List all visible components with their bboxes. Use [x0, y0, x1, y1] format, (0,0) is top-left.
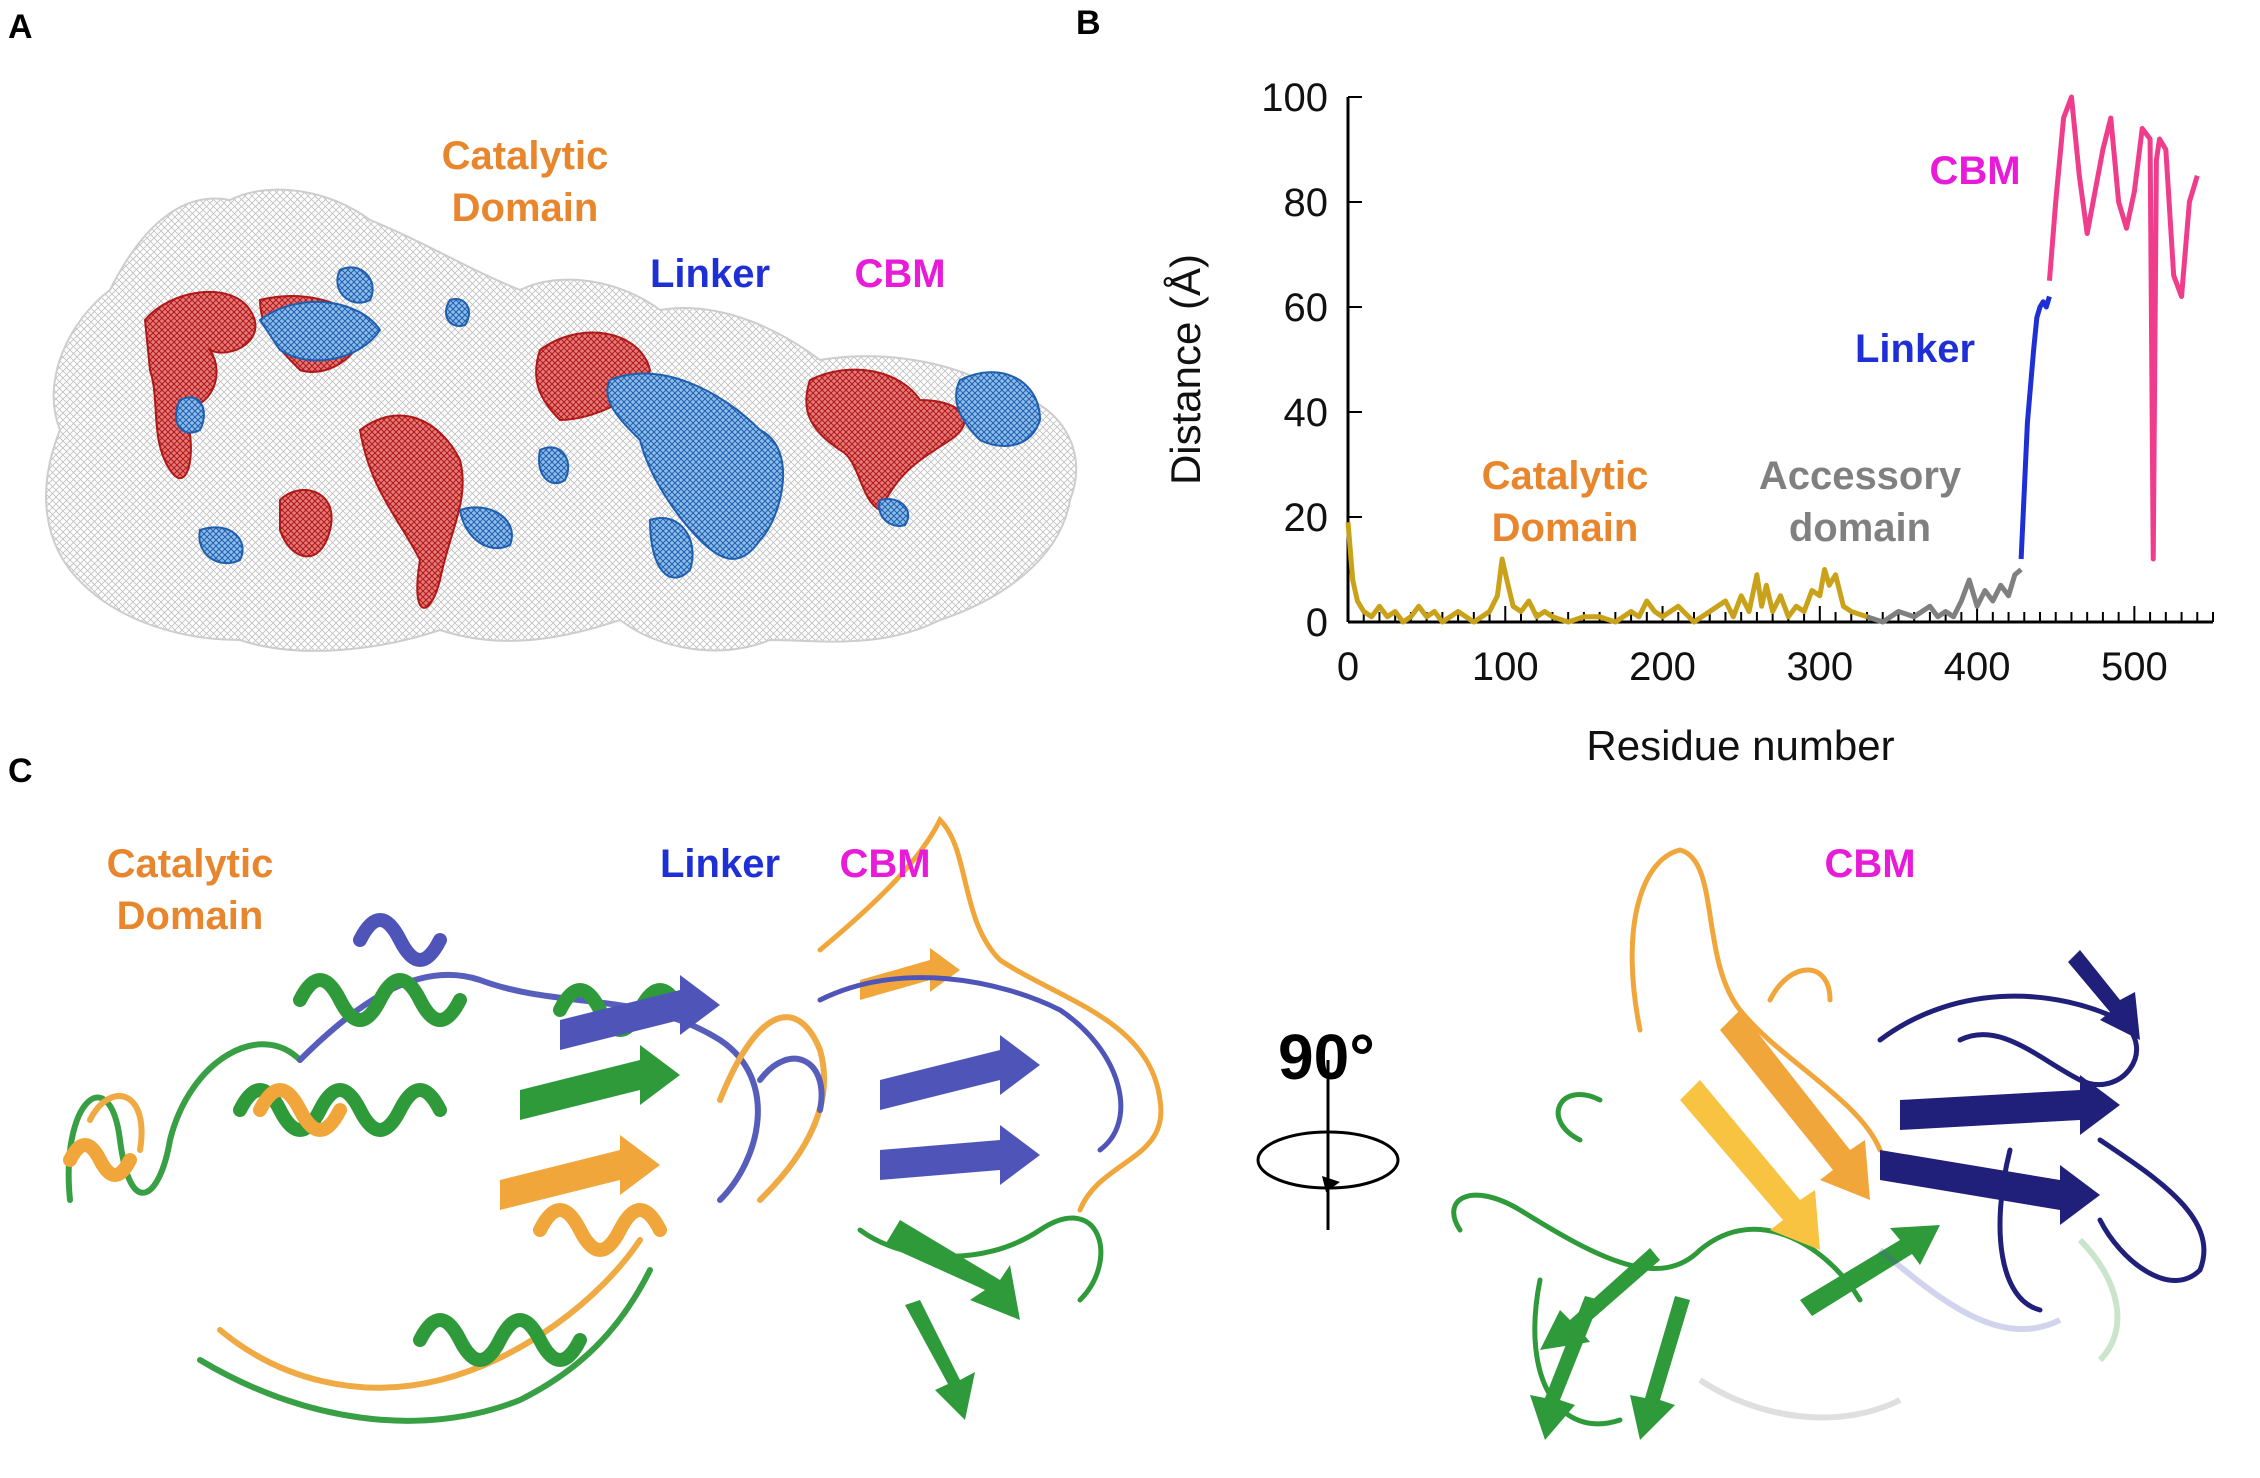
x-axis-label: Residue number	[1586, 722, 1894, 769]
chart-annotation-accessory: Accessory domain	[1750, 450, 1970, 554]
panel-letter-a: A	[8, 8, 33, 46]
series-line-0	[1345, 522, 1868, 625]
beta-strand-arrows	[500, 948, 1040, 1420]
series-line-3	[2046, 94, 2200, 562]
x-tick-label: 500	[2101, 645, 2168, 689]
blue-mesh-regions	[175, 266, 1042, 579]
x-tick-label: 200	[1629, 645, 1696, 689]
rotation-arrow-icon	[1256, 1060, 1400, 1230]
label-c-cbm-right: CBM	[1824, 842, 1916, 886]
y-tick-label: 100	[1261, 76, 1328, 120]
label-c-linker: Linker	[659, 842, 781, 886]
series-line-2	[2018, 295, 2052, 560]
chart-annotation-cbm: CBM	[1929, 149, 2021, 193]
panel-letter-c: C	[8, 752, 33, 790]
chart-annotation-accessory-text: Accessory domain	[1758, 454, 1962, 550]
y-tick-label: 0	[1306, 601, 1328, 645]
label-a-catalytic: Catalytic Domain	[420, 130, 630, 234]
y-tick-label: 80	[1284, 181, 1329, 225]
rotation-label: 90°	[1278, 1021, 1375, 1093]
panel-letter-b: B	[1076, 4, 1101, 42]
x-tick-label: 400	[1944, 645, 2011, 689]
x-tick-label: 100	[1472, 645, 1539, 689]
label-c-cbm-left: CBM	[839, 842, 931, 886]
series-line-1	[1866, 567, 2023, 625]
faded-background-strands	[1698, 1237, 2121, 1421]
label-a-linker: Linker	[649, 252, 771, 296]
y-tick-label: 40	[1284, 391, 1329, 435]
label-a-cbm: CBM	[854, 252, 946, 296]
x-tick-label: 0	[1337, 645, 1359, 689]
chart-annotation-linker: Linker	[1854, 327, 1976, 371]
panel-b-chart: 0 100 200 300 400 500 0 20 40 60 80 100 Residue numb…	[1162, 76, 2214, 769]
y-tick-label: 60	[1284, 286, 1329, 330]
label-a-catalytic-text: Catalytic Domain	[441, 134, 609, 230]
y-tick-label: 20	[1284, 496, 1329, 540]
chart-annotation-catalytic: Catalytic Domain	[1455, 450, 1675, 554]
y-axis-label: Distance (Å)	[1162, 254, 1209, 485]
x-tick-label: 300	[1786, 645, 1853, 689]
chart-annotation-catalytic-text: Catalytic Domain	[1481, 454, 1649, 550]
label-c-catalytic: Catalytic Domain	[80, 838, 300, 942]
panel-a-structure-illustration	[45, 188, 1078, 652]
helix-coils	[63, 913, 687, 1367]
label-c-catalytic-text: Catalytic Domain	[106, 842, 274, 938]
